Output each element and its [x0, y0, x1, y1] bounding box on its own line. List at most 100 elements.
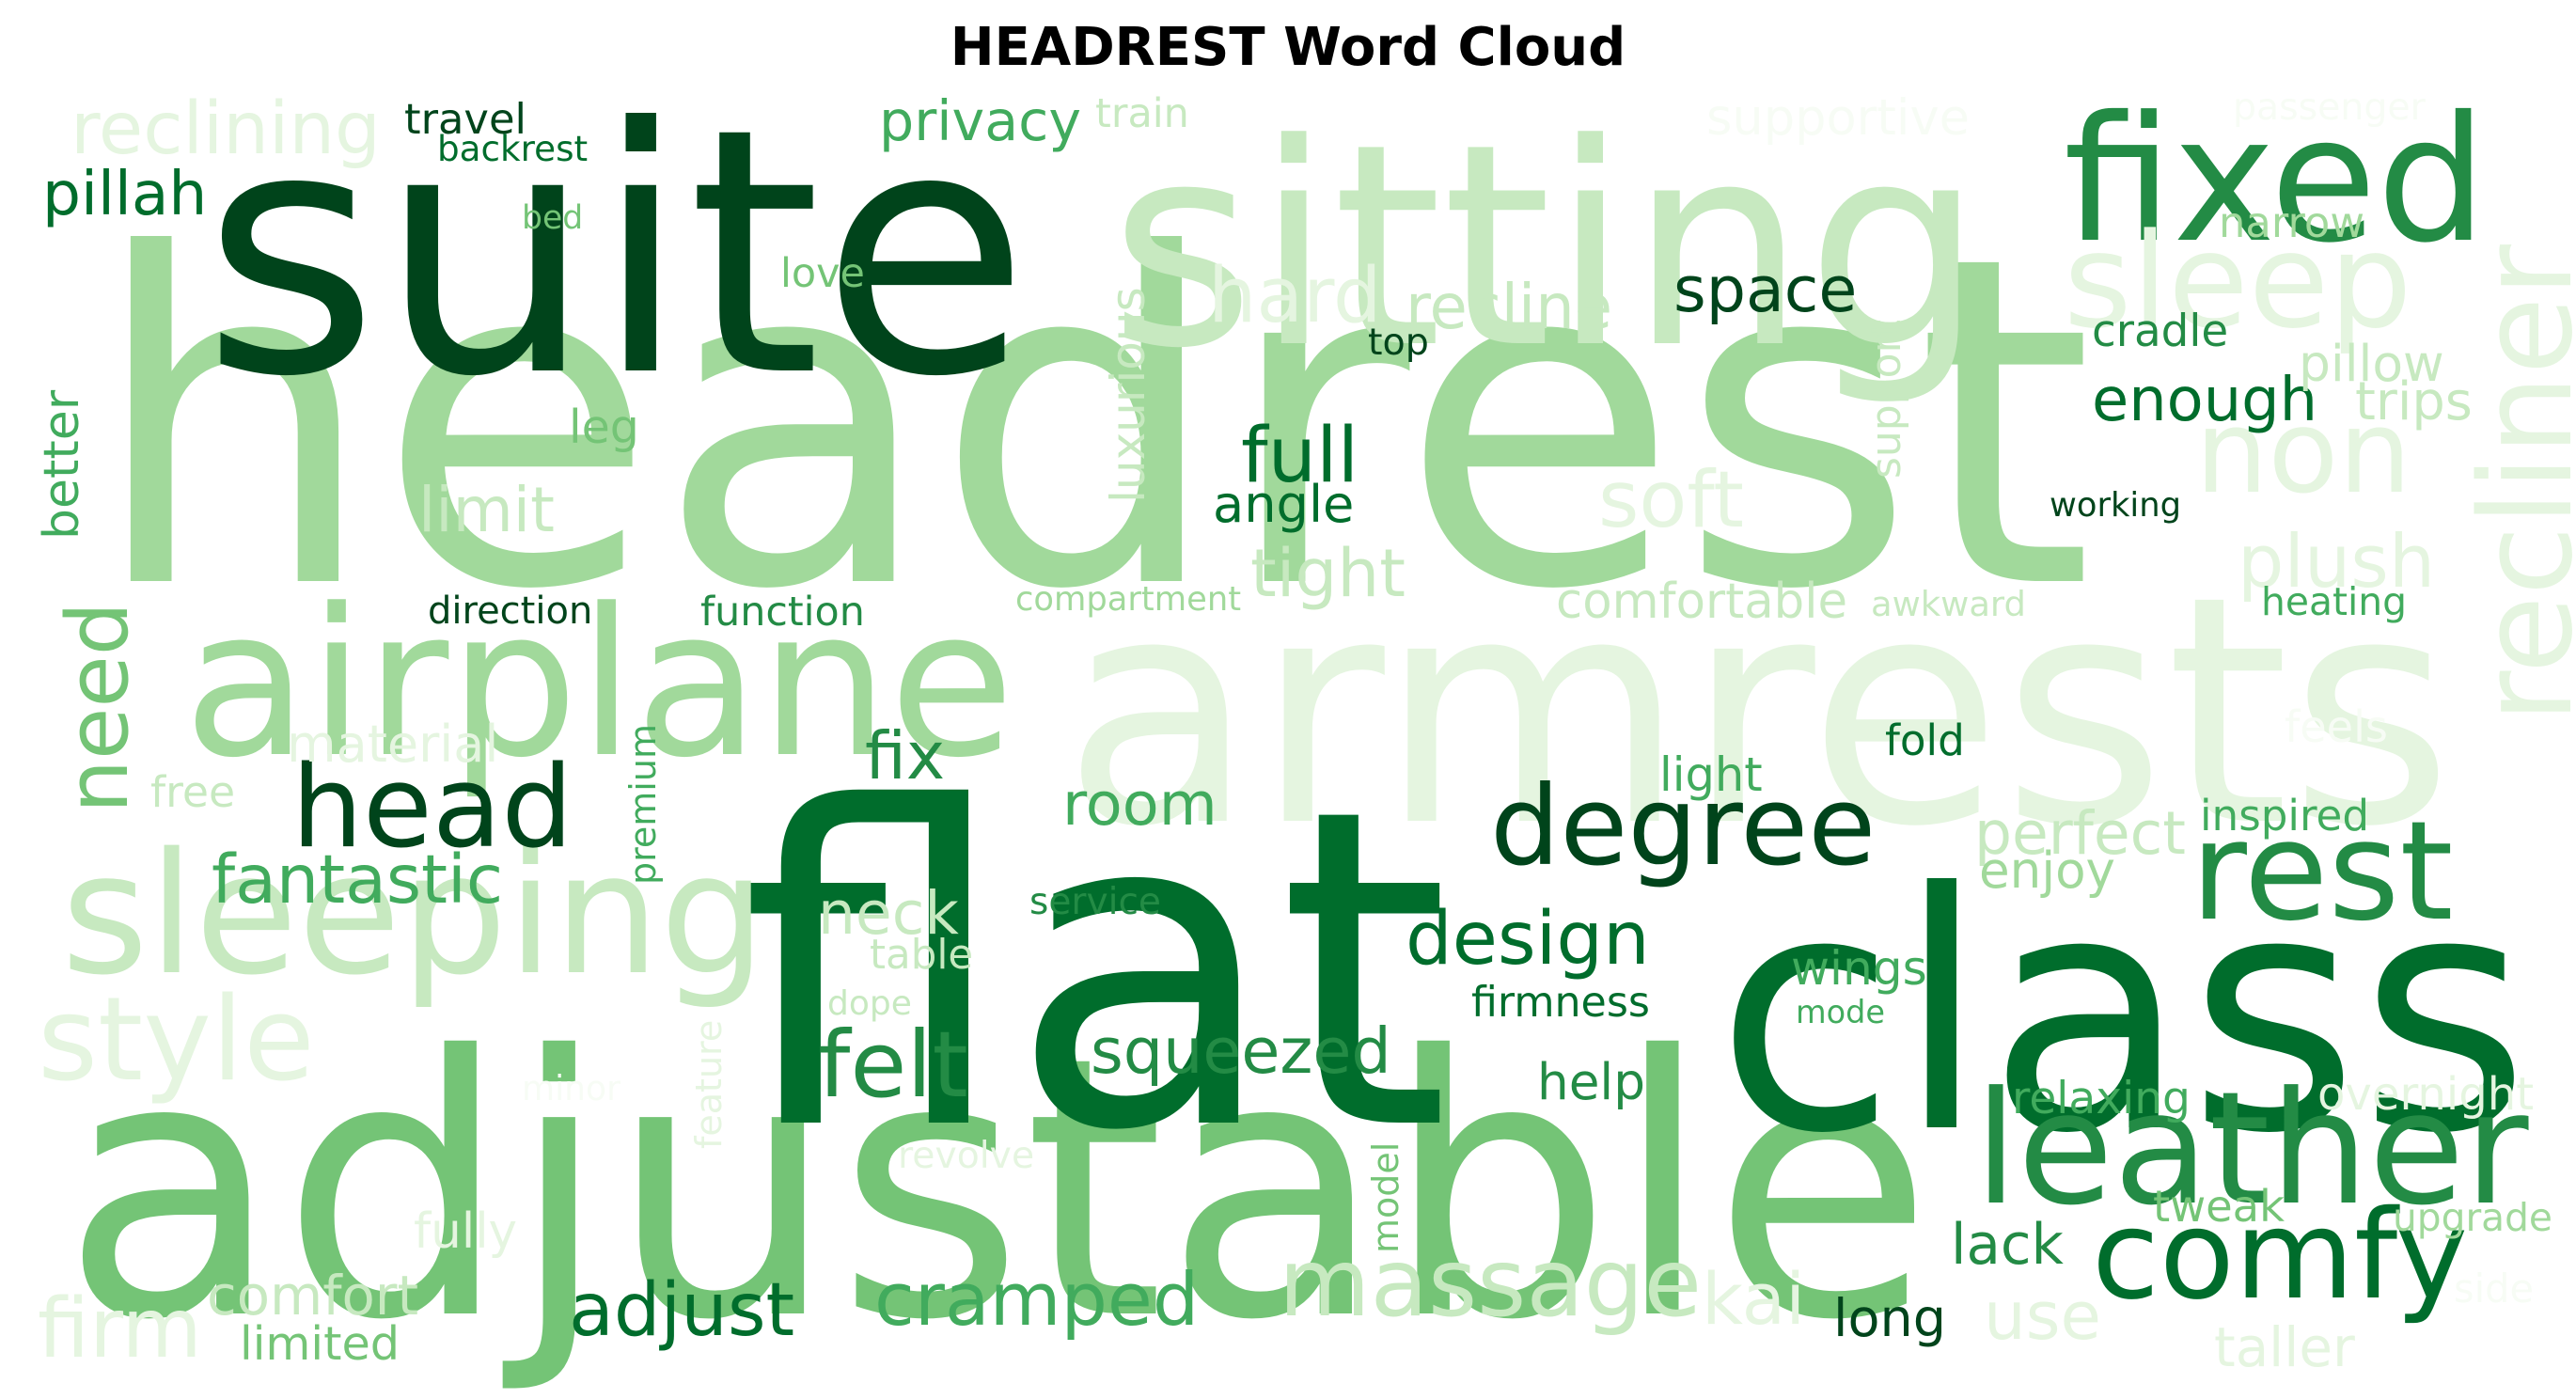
- word-compartment: compartment: [1015, 580, 1242, 619]
- word-feels: feels: [2285, 701, 2388, 752]
- word-service: service: [1029, 881, 1161, 923]
- word-recline: recline: [1406, 272, 1613, 343]
- word-heating: heating: [2261, 579, 2408, 624]
- word-enough: enough: [2092, 366, 2318, 435]
- word-sleeping: sleeping: [61, 818, 766, 1013]
- word-armrests: armrests: [1062, 528, 2454, 895]
- word-limit: limit: [418, 474, 555, 546]
- word-upgrade: upgrade: [2393, 1195, 2552, 1240]
- word-firm: firm: [38, 1281, 202, 1376]
- word-fantastic: fantastic: [212, 841, 504, 919]
- word-mode: mode: [1796, 994, 1886, 1030]
- word-degree: degree: [1490, 762, 1877, 890]
- word-style: style: [38, 972, 315, 1107]
- word-space: space: [1673, 253, 1858, 326]
- word-fix: fix: [865, 718, 946, 794]
- word-fixed: fixed: [2064, 80, 2488, 281]
- word-need: need: [49, 602, 148, 813]
- word-help: help: [1537, 1053, 1645, 1111]
- word-function: function: [700, 589, 865, 636]
- word-room: room: [1062, 770, 1217, 840]
- word-privacy: privacy: [879, 89, 1082, 153]
- word-relaxing: relaxing: [2012, 1073, 2191, 1124]
- word-comfortable: comfortable: [1556, 574, 1848, 630]
- word-headrest: headrest: [89, 160, 2094, 688]
- word-leg: leg: [569, 401, 639, 454]
- word-class: class: [1716, 824, 2530, 1205]
- word-side: side: [2454, 1265, 2535, 1312]
- word-tight: tight: [1250, 534, 1406, 612]
- word-support: support: [1862, 320, 1910, 479]
- word-model: model: [1365, 1141, 1406, 1253]
- chart-title: HEADREST Word Cloud: [950, 17, 1626, 78]
- word-design: design: [1406, 896, 1650, 982]
- word-full: full: [1241, 412, 1359, 500]
- word-plush: plush: [2238, 520, 2436, 605]
- word-comfort: comfort: [207, 1264, 419, 1328]
- word-soft: soft: [1598, 454, 1744, 545]
- word-adjust: adjust: [569, 1267, 795, 1353]
- word-trips: trips: [2355, 371, 2473, 432]
- word-flat: flat: [733, 715, 1451, 1226]
- word-cradle: cradle: [2092, 307, 2229, 357]
- word-lack: lack: [1951, 1213, 2064, 1278]
- word-supportive: supportive: [1706, 89, 1971, 147]
- word-backrest: backrest: [437, 128, 589, 169]
- word-recliner: recliner: [2453, 244, 2576, 723]
- word-minor: minor: [522, 1069, 620, 1108]
- word-fully: fully: [414, 1203, 518, 1260]
- word-table: table: [870, 932, 974, 979]
- word-overnight: overnight: [2317, 1068, 2535, 1121]
- word-felt: felt: [818, 1012, 968, 1119]
- word-enjoy: enjoy: [1979, 841, 2115, 900]
- word-neck: neck: [818, 879, 959, 948]
- word-airplane: airplane: [183, 566, 1015, 803]
- word-rest: rest: [2191, 793, 2454, 951]
- word-free: free: [150, 767, 236, 817]
- word-suite: suite: [202, 56, 1030, 451]
- word-firmness: firmness: [1471, 979, 1650, 1027]
- word-pillow: pillow: [2299, 334, 2444, 393]
- word-head: head: [291, 743, 573, 873]
- word-light: light: [1659, 747, 1763, 802]
- word-reclining: reclining: [71, 87, 381, 171]
- word-perfect: perfect: [1974, 799, 2186, 868]
- word-cramped: cramped: [874, 1258, 1200, 1343]
- word-better: better: [34, 389, 90, 540]
- word-premium: premium: [622, 724, 664, 885]
- word-adjustable: adjustable: [61, 981, 1934, 1399]
- word-pillah: pillah: [42, 159, 208, 229]
- word-luxurious: luxurious: [1101, 287, 1155, 503]
- word-taller: taller: [2214, 1315, 2355, 1379]
- word-passenger: passenger: [2233, 86, 2426, 129]
- word-dope: dope: [827, 984, 912, 1023]
- word-squeezed: squeezed: [1091, 1014, 1391, 1088]
- word-use: use: [1984, 1277, 2101, 1355]
- word-sleep: sleep: [2064, 205, 2412, 357]
- word-comfy: comfy: [2092, 1184, 2469, 1327]
- word-travel: travel: [404, 94, 526, 144]
- word-hard: hard: [1208, 252, 1382, 340]
- word-tweak: tweak: [2153, 1181, 2285, 1232]
- word-leather: leather: [1974, 1059, 2529, 1240]
- word-wings: wings: [1791, 940, 1927, 996]
- word-non: non: [2195, 385, 2411, 519]
- word-bed: bed: [522, 199, 584, 237]
- word-fold: fold: [1885, 715, 1965, 765]
- word-sitting: sitting: [1109, 85, 1984, 410]
- word-train: train: [1095, 90, 1189, 137]
- word-material: material: [287, 715, 499, 774]
- word-inspired: inspired: [2200, 791, 2370, 841]
- word-working: working: [2050, 486, 2181, 525]
- word-narrow: narrow: [2219, 197, 2364, 247]
- word-revolve: revolve: [898, 1135, 1035, 1177]
- word-kai: kai: [1702, 1258, 1806, 1341]
- word-awkward: awkward: [1871, 584, 2026, 624]
- word-direction: direction: [428, 589, 593, 633]
- word-massage: massage: [1279, 1228, 1703, 1338]
- word-limited: limited: [240, 1316, 401, 1371]
- word-feature: feature: [688, 1019, 730, 1149]
- word-top: top: [1368, 321, 1429, 364]
- word-love: love: [780, 250, 865, 297]
